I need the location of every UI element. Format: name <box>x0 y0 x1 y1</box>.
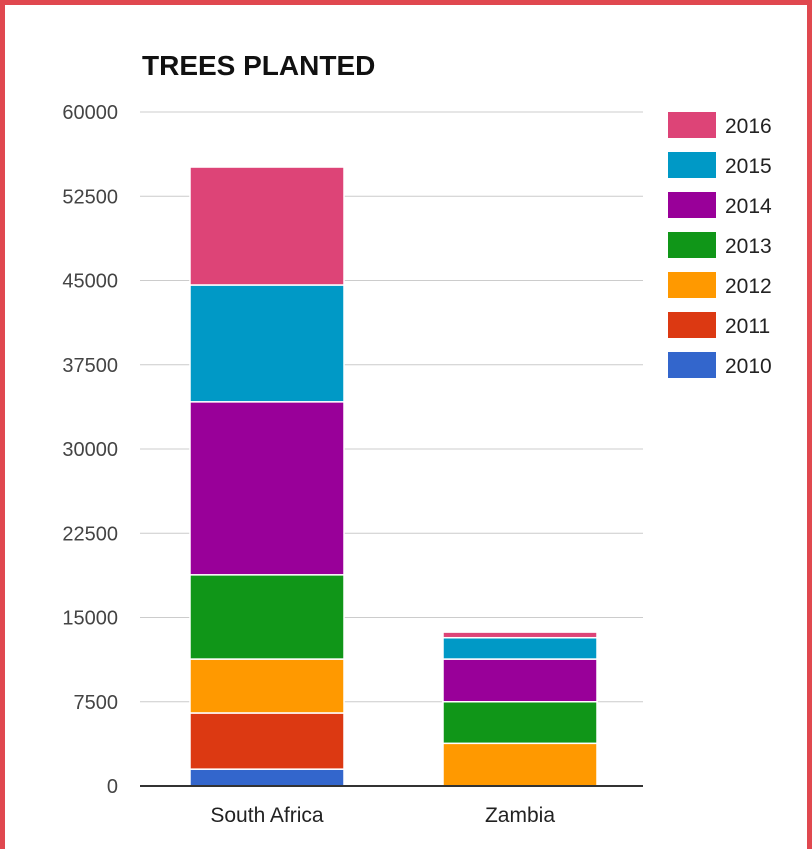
x-axis-categories: South Africa Zambia <box>210 804 555 827</box>
bar-segment[interactable] <box>442 658 598 703</box>
y-tick-label: 30000 <box>62 439 118 461</box>
bars <box>189 166 598 787</box>
bar-segment[interactable] <box>442 701 598 745</box>
bar-segment[interactable] <box>442 631 598 639</box>
y-tick-label: 52500 <box>62 186 118 208</box>
bar-segment[interactable] <box>189 574 345 660</box>
legend-swatch <box>668 112 716 138</box>
legend-label: 2010 <box>725 355 772 378</box>
legend-swatch <box>668 152 716 178</box>
bar-segment[interactable] <box>189 658 345 714</box>
x-category-label: Zambia <box>485 804 555 827</box>
legend-swatch <box>668 192 716 218</box>
legend: 2016 2015 2014 2013 2012 2011 2010 <box>668 112 772 378</box>
bar-segment[interactable] <box>189 768 345 787</box>
y-tick-label: 37500 <box>62 355 118 377</box>
x-category-label: South Africa <box>210 804 324 827</box>
bar-segment[interactable] <box>189 401 345 576</box>
y-tick-label: 0 <box>107 776 118 798</box>
legend-swatch <box>668 232 716 258</box>
bar-segment[interactable] <box>442 742 598 787</box>
bar-segment[interactable] <box>189 712 345 770</box>
legend-label: 2012 <box>725 275 772 298</box>
bar-segment[interactable] <box>442 636 598 660</box>
legend-swatch <box>668 352 716 378</box>
legend-label: 2016 <box>725 115 772 138</box>
y-tick-label: 22500 <box>62 523 118 545</box>
legend-swatch <box>668 312 716 338</box>
y-tick-label: 15000 <box>62 608 118 630</box>
bar-segment[interactable] <box>189 166 345 286</box>
legend-label: 2013 <box>725 235 772 258</box>
bar-segment[interactable] <box>189 284 345 403</box>
legend-label: 2011 <box>725 315 770 338</box>
legend-label: 2014 <box>725 195 772 218</box>
y-tick-label: 60000 <box>62 102 118 124</box>
y-tick-label: 45000 <box>62 271 118 293</box>
legend-swatch <box>668 272 716 298</box>
legend-label: 2015 <box>725 155 772 178</box>
y-tick-label: 7500 <box>74 692 119 714</box>
y-axis-ticks: 0 7500 15000 22500 30000 37500 45000 52500 60000 <box>62 102 118 798</box>
chart-title: TREES PLANTED <box>142 50 375 81</box>
